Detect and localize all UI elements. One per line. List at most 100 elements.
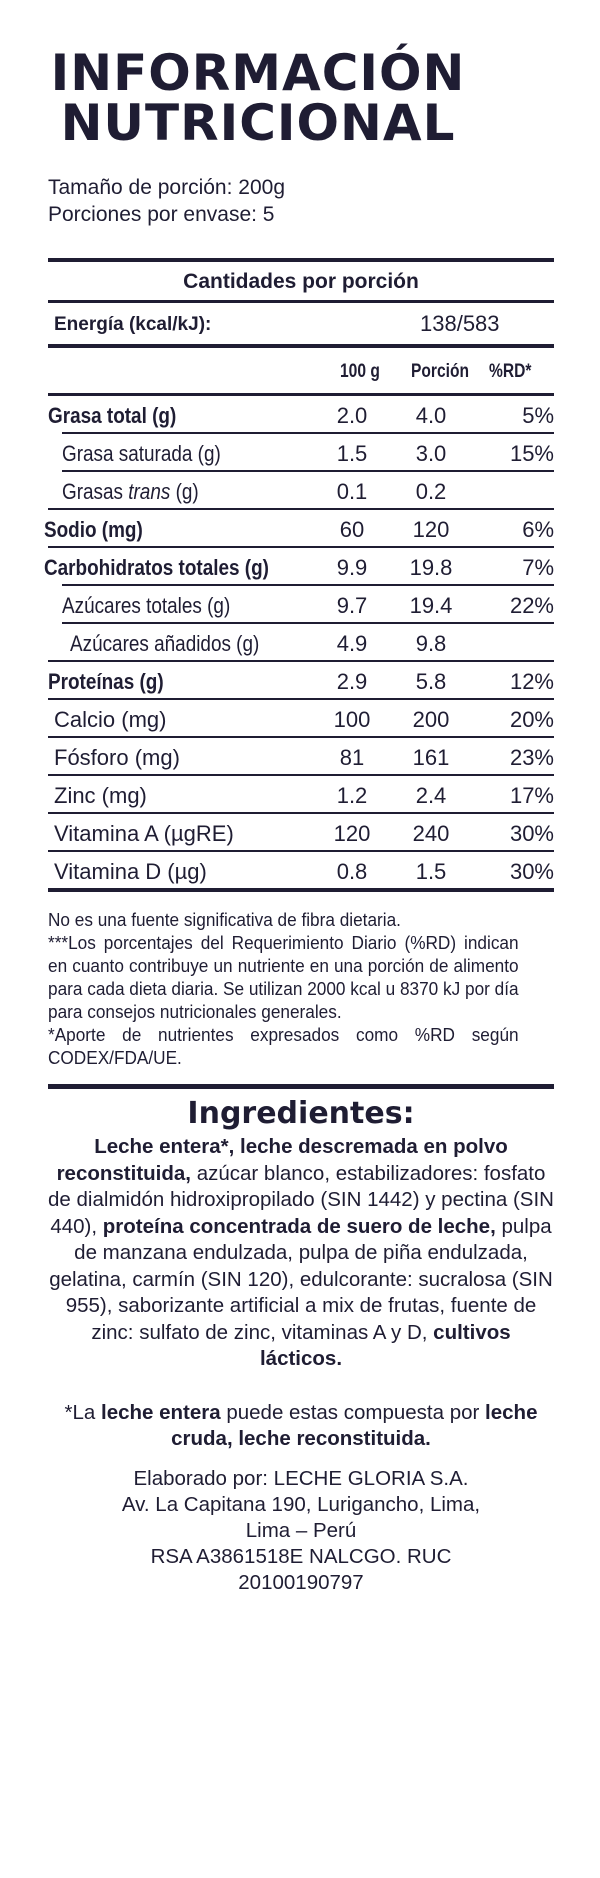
- value-rd: 30%: [509, 859, 554, 884]
- footnote-codex: *Aporte de nutrientes expresados como %R…: [48, 1024, 519, 1068]
- text: *La: [64, 1401, 101, 1424]
- nutrient-label: Vitamina A (µgRE): [54, 821, 234, 846]
- energy-value: 138/583: [420, 311, 500, 336]
- value-per-portion: 5.8: [415, 669, 447, 694]
- col-header-rd: %RD*: [489, 361, 532, 382]
- value-per-100g: 81: [339, 745, 365, 770]
- divider: [48, 812, 554, 814]
- value-per-100g: 60: [339, 517, 365, 542]
- value-rd: 6%: [522, 517, 554, 542]
- divider: [48, 660, 554, 662]
- divider: [48, 698, 554, 700]
- text: puede estas compuesta por: [220, 1401, 486, 1424]
- value-per-100g: 1.5: [336, 441, 368, 466]
- col-header-portion: Porción: [411, 361, 470, 382]
- value-rd: 15%: [509, 441, 554, 466]
- text-bold: proteína concentrada de suero de leche,: [102, 1214, 496, 1238]
- ingredients-title: Ingredientes:: [187, 1096, 415, 1131]
- text-bold: leche cruda, leche reconstituida.: [171, 1401, 538, 1450]
- value-rd: 23%: [509, 745, 554, 770]
- maker-line-4: RSA A3861518E NALCGO. RUC: [150, 1545, 452, 1568]
- nutrient-label: Azúcares añadidos (g): [70, 631, 260, 656]
- amounts-header: Cantidades por porción: [183, 270, 419, 293]
- value-rd: 20%: [509, 707, 554, 732]
- divider: [48, 888, 554, 892]
- maker-line-1: Elaborado por: LECHE GLORIA S.A.: [133, 1467, 469, 1490]
- value-per-100g: 9.9: [336, 555, 368, 580]
- divider: [48, 300, 554, 303]
- footnote-rd: ***Los porcentajes del Requerimiento Dia…: [48, 932, 519, 1022]
- value-per-portion: 19.8: [409, 555, 453, 580]
- nutrient-label: Grasa saturada (g): [62, 441, 221, 466]
- value-per-100g: 0.1: [336, 479, 368, 504]
- value-per-portion: 3.0: [415, 441, 447, 466]
- ingredients-text: Leche entera*, leche descremada en polvo…: [48, 1134, 554, 1373]
- divider: [48, 393, 554, 396]
- text: pulpa de manzana endulzada, pulpa de piñ…: [49, 1214, 553, 1344]
- title-line-2: NUTRICIONAL: [60, 94, 456, 152]
- nutrient-label: Vitamina D (µg): [54, 859, 207, 884]
- nutrient-label: Zinc (mg): [54, 783, 147, 808]
- energy-label: Energía (kcal/kJ):: [54, 314, 212, 335]
- footnotes: No es una fuente significativa de fibra …: [48, 908, 519, 1069]
- serving-size: Tamaño de porción: 200g: [48, 176, 285, 199]
- nutrient-label: Proteínas (g): [48, 669, 164, 694]
- value-per-100g: 100: [333, 707, 371, 732]
- value-per-100g: 4.9: [336, 631, 368, 656]
- value-rd: 5%: [522, 403, 554, 428]
- value-per-100g: 1.2: [336, 783, 368, 808]
- divider: [48, 1084, 554, 1089]
- col-header-100g: 100 g: [340, 361, 380, 382]
- text-bold: cultivos lácticos.: [259, 1320, 511, 1371]
- divider: [62, 432, 554, 434]
- label-part: (g): [170, 479, 199, 504]
- value-per-portion: 4.0: [415, 403, 447, 428]
- nutrient-label: Grasas trans (g): [62, 479, 199, 505]
- divider: [48, 258, 554, 262]
- value-per-100g: 0.8: [336, 859, 368, 884]
- servings-per-pack: Porciones por envase: 5: [48, 203, 275, 226]
- nutrient-label: Sodio (mg): [44, 517, 143, 542]
- value-per-portion: 161: [412, 745, 450, 770]
- value-per-100g: 120: [333, 821, 371, 846]
- nutrient-label: Grasa total (g): [48, 403, 177, 428]
- value-per-portion: 2.4: [415, 783, 447, 808]
- divider: [48, 774, 554, 776]
- text: azúcar blanco, estabilizadores: fosfato …: [48, 1161, 554, 1238]
- nutrition-label: INFORMACIÓN NUTRICIONAL Tamaño de porció…: [0, 48, 554, 1878]
- title: INFORMACIÓN NUTRICIONAL: [0, 48, 516, 148]
- footnote-fiber: No es una fuente significativa de fibra …: [48, 909, 401, 930]
- value-rd: 22%: [509, 593, 554, 618]
- value-per-100g: 2.9: [336, 669, 368, 694]
- maker-line-5: 20100190797: [238, 1571, 364, 1594]
- value-per-100g: 9.7: [336, 593, 368, 618]
- text-bold: leche entera: [101, 1401, 221, 1424]
- value-per-portion: 120: [412, 517, 450, 542]
- title-line-1: INFORMACIÓN: [50, 44, 466, 102]
- value-rd: 30%: [509, 821, 554, 846]
- nutrient-label: Fósforo (mg): [54, 745, 180, 770]
- divider: [48, 344, 554, 348]
- maker-line-2: Av. La Capitana 190, Lurigancho, Lima,: [121, 1493, 481, 1516]
- value-rd: 17%: [509, 783, 554, 808]
- value-per-portion: 1.5: [415, 859, 447, 884]
- divider: [62, 584, 554, 586]
- divider: [48, 546, 554, 548]
- value-rd: 12%: [509, 669, 554, 694]
- value-per-portion: 19.4: [409, 593, 453, 618]
- divider: [62, 470, 554, 472]
- value-per-100g: 2.0: [336, 403, 368, 428]
- divider: [48, 736, 554, 738]
- manufacturer-info: Elaborado por: LECHE GLORIA S.A. Av. La …: [48, 1466, 554, 1596]
- value-per-portion: 9.8: [415, 631, 447, 656]
- value-rd: 7%: [522, 555, 554, 580]
- maker-line-3: Lima – Perú: [245, 1519, 357, 1542]
- text-bold: Leche entera*, leche descremada en polvo…: [56, 1135, 508, 1185]
- value-per-portion: 0.2: [415, 479, 447, 504]
- label-part: Grasas: [62, 479, 129, 504]
- nutrient-label: Azúcares totales (g): [62, 593, 231, 618]
- divider: [48, 508, 554, 510]
- whole-milk-note: *La leche entera puede estas compuesta p…: [48, 1400, 554, 1452]
- value-per-portion: 240: [412, 821, 450, 846]
- serving-info: Tamaño de porción: 200g Porciones por en…: [48, 174, 516, 228]
